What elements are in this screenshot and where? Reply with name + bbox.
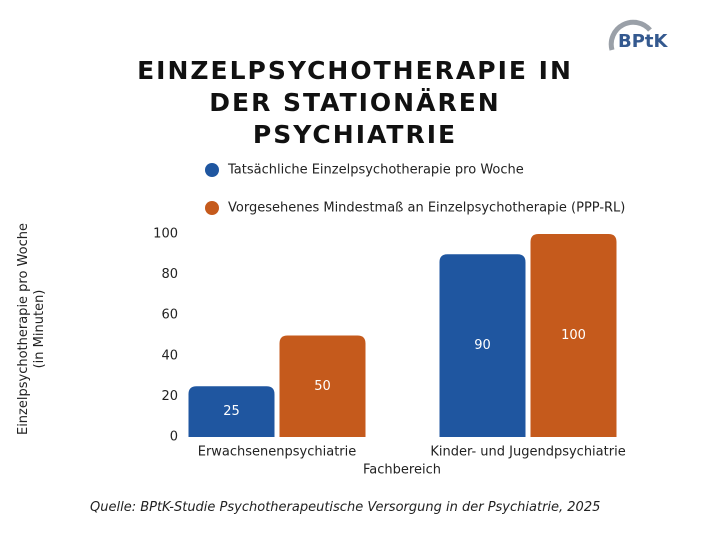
legend-swatch	[205, 163, 219, 177]
y-tick-label: 80	[161, 267, 178, 282]
x-axis-label: Fachbereich	[363, 463, 441, 478]
bar	[530, 234, 617, 437]
legend-label: Tatsächliche Einzelpsychotherapie pro Wo…	[227, 163, 524, 178]
y-tick-label: 40	[161, 348, 178, 363]
value-label: 50	[314, 379, 331, 394]
logo-arc	[608, 19, 652, 51]
value-label: 90	[474, 338, 491, 353]
chart-title: EINZELPSYCHOTHERAPIE IN DER STATIONÄREN …	[137, 56, 573, 149]
legend-swatch	[205, 201, 219, 215]
value-label: 100	[561, 328, 586, 343]
legend-label: Vorgesehenes Mindestmaß an Einzelpsychot…	[228, 201, 625, 216]
logo: BPtK	[618, 31, 669, 52]
bar	[439, 254, 526, 437]
y-axis-label: Einzelpsychotherapie pro Woche (in Minut…	[16, 222, 47, 436]
x-tick-label: Erwachsenenpsychiatrie	[198, 445, 357, 460]
y-tick-label: 60	[161, 308, 178, 323]
value-label: 25	[223, 404, 240, 419]
bar	[188, 386, 275, 437]
bar	[279, 335, 366, 437]
y-tick-label: 100	[153, 227, 178, 242]
y-tick-label: 20	[161, 389, 178, 404]
source-note: Quelle: BPtK-Studie Psychotherapeutische…	[90, 500, 601, 515]
y-tick-label: 0	[170, 430, 178, 445]
x-tick-label: Kinder- und Jugendpsychiatrie	[430, 445, 625, 460]
